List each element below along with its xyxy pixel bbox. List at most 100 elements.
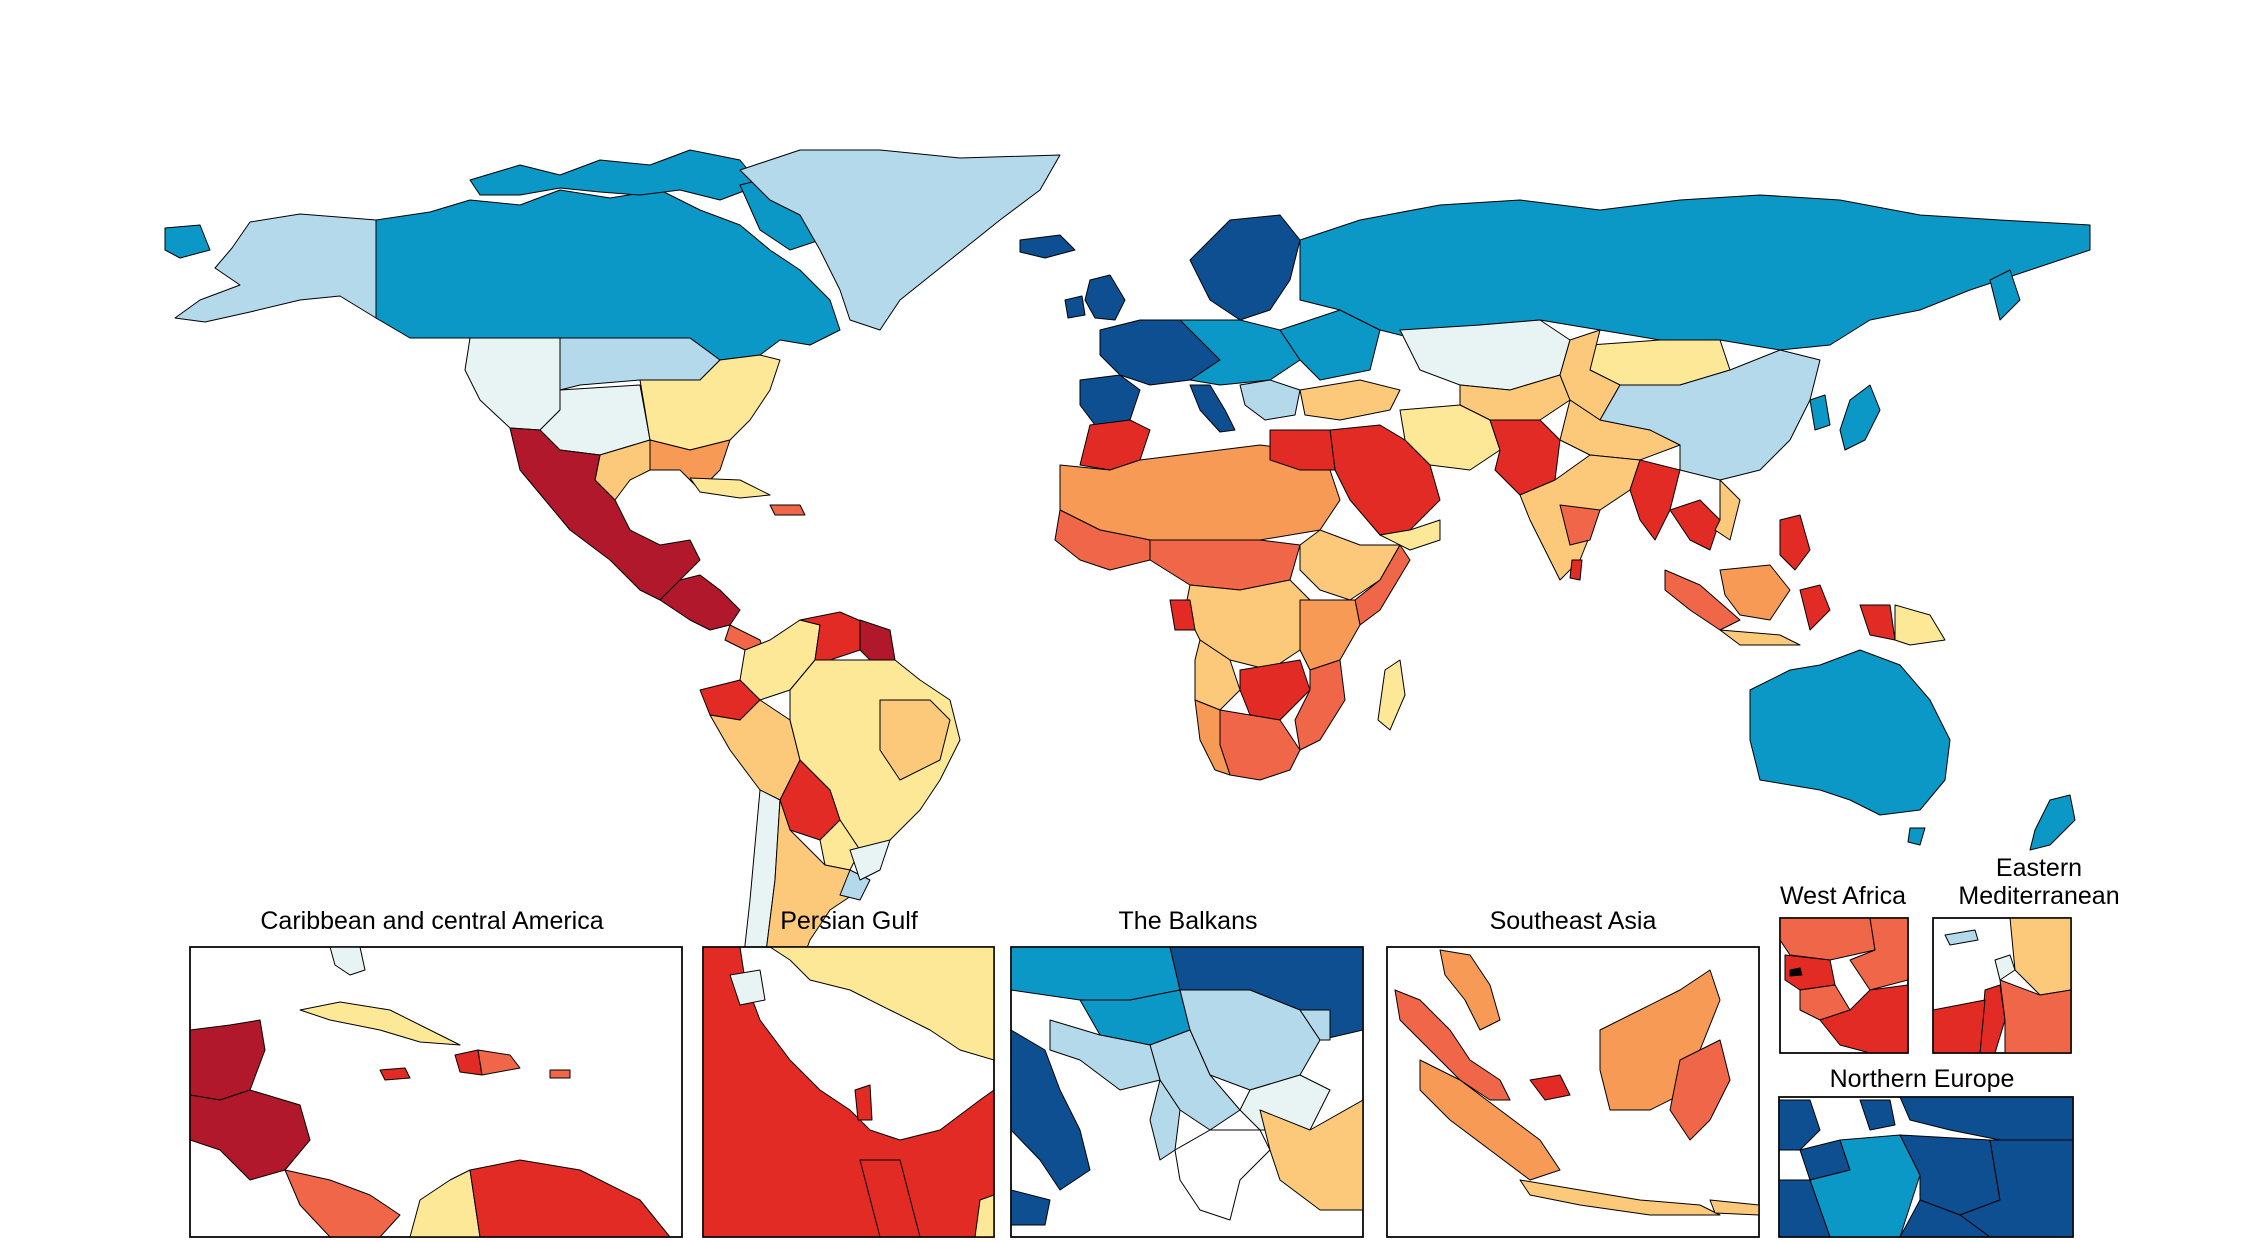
ireland-region: [1064, 295, 1086, 319]
namibia-region: [1194, 699, 1231, 776]
balk-greece: [1174, 1129, 1271, 1221]
java-region: [1719, 629, 1801, 646]
inset-balkans: [1010, 946, 1364, 1238]
carib-colombia: [409, 1169, 481, 1237]
yemen-region: [1379, 519, 1441, 551]
mexico-region: [509, 427, 701, 601]
sea-sumatra-north: [1394, 989, 1511, 1101]
sulawesi-region: [1799, 584, 1831, 631]
wa-coast: [1819, 984, 1908, 1053]
philippines-region: [1779, 514, 1811, 571]
central-america-region: [659, 574, 741, 631]
india-east-region: [1559, 504, 1601, 546]
iberia-region: [1079, 374, 1141, 426]
sea-java: [1519, 1179, 1721, 1216]
italy-region: [1189, 384, 1236, 433]
myanmar-region: [1629, 459, 1681, 541]
wa-gambia: [1789, 967, 1803, 977]
carib-cuba: [299, 1001, 461, 1046]
inset-title-northern-europe: Northern Europe: [1830, 1065, 2015, 1093]
greenland-region: [739, 149, 1061, 331]
iceland-region: [1019, 234, 1076, 259]
em-egypt: [1933, 999, 1986, 1053]
cuba-region: [689, 477, 771, 499]
madagascar-region: [1377, 659, 1406, 731]
gabon-region: [1169, 599, 1196, 631]
kamchatka-region: [1989, 269, 2021, 321]
new-zealand-region: [2029, 794, 2076, 851]
tasmania-region: [1907, 827, 1926, 846]
brazil-south-region: [849, 839, 891, 881]
inset-title-balkans: The Balkans: [1119, 907, 1258, 935]
ne-czech: [1899, 1199, 1991, 1237]
ne-baltic: [1959, 1139, 2073, 1237]
venezuela-region: [799, 611, 871, 661]
uk-region: [1084, 274, 1126, 321]
hispaniola-region: [769, 504, 806, 516]
gulf-qatar: [854, 1084, 873, 1121]
carib-dominican: [477, 1049, 521, 1076]
balk-italy: [1011, 1029, 1091, 1191]
southern-africa-region: [1219, 709, 1301, 781]
carib-costa-rica: [284, 1169, 401, 1237]
west-africa-region: [1054, 509, 1151, 571]
inset-caribbean: [189, 946, 683, 1238]
ne-uk: [1779, 1099, 1821, 1151]
carib-jamaica: [379, 1067, 411, 1081]
egypt-region: [1269, 429, 1336, 471]
balk-croatia: [1049, 1019, 1161, 1091]
usa-west-region: [464, 337, 561, 431]
inset-title-eastern-med-line1: Eastern: [1996, 854, 2082, 882]
main-world-map: [164, 149, 2091, 1031]
sea-singapore: [1529, 1074, 1571, 1101]
inset-eastern-med: [1932, 917, 2072, 1054]
balk-sicily: [1011, 1189, 1051, 1226]
arctic-islands-region: [469, 149, 761, 201]
png-region: [1894, 604, 1946, 646]
east-africa-region: [1299, 599, 1361, 671]
balk-austria: [1011, 947, 1181, 1001]
alaska-region: [174, 213, 377, 323]
inset-southeast-asia: [1386, 946, 1760, 1238]
inset-title-persian-gulf: Persian Gulf: [780, 907, 918, 935]
em-lebanon: [1994, 954, 2016, 981]
vietnam-region: [1714, 479, 1741, 541]
ne-france: [1779, 1179, 1831, 1237]
carib-venezuela: [469, 1159, 671, 1237]
inset-title-west-africa: West Africa: [1780, 882, 1906, 910]
ne-denmark: [1859, 1099, 1896, 1131]
em-jordan: [1999, 979, 2071, 1053]
balk-albania: [1149, 1079, 1181, 1161]
sea-borneo-south: [1669, 1039, 1731, 1141]
carib-puerto-rico: [549, 1069, 571, 1079]
borneo-region: [1719, 564, 1791, 621]
brazil-east-region: [879, 699, 951, 781]
china-east-region: [1599, 349, 1821, 481]
gulf-kuwait: [729, 969, 766, 1006]
balk-turkey: [1259, 1099, 1363, 1211]
balkans-region: [1239, 379, 1301, 421]
sea-malaysia: [1439, 949, 1501, 1031]
turkey-region: [1299, 379, 1401, 421]
inset-northern-europe: [1778, 1096, 2074, 1238]
carib-guatemala: [190, 1089, 311, 1181]
sea-bali: [1709, 1199, 1759, 1216]
thai-indo-region: [1669, 499, 1721, 551]
gulf-iran: [769, 947, 994, 1061]
korea-region: [1809, 394, 1831, 431]
guyana-region: [859, 619, 896, 661]
gulf-uae: [859, 1159, 921, 1237]
australia-region: [1749, 649, 1951, 816]
sri-lanka-region: [1569, 559, 1583, 581]
mozambique-region: [1294, 659, 1346, 751]
carib-florida: [329, 947, 366, 976]
inset-west-africa: [1779, 917, 1909, 1054]
inset-title-southeast-asia: Southeast Asia: [1490, 907, 1657, 935]
inset-title-caribbean: Caribbean and central America: [260, 907, 603, 935]
sea-sumatra-south: [1419, 1059, 1561, 1181]
gulf-oman: [974, 1194, 994, 1237]
russia-region: [1299, 194, 2091, 351]
inset-persian-gulf: [702, 946, 995, 1238]
inset-title-eastern-med-line2: Mediterranean: [1958, 882, 2119, 910]
